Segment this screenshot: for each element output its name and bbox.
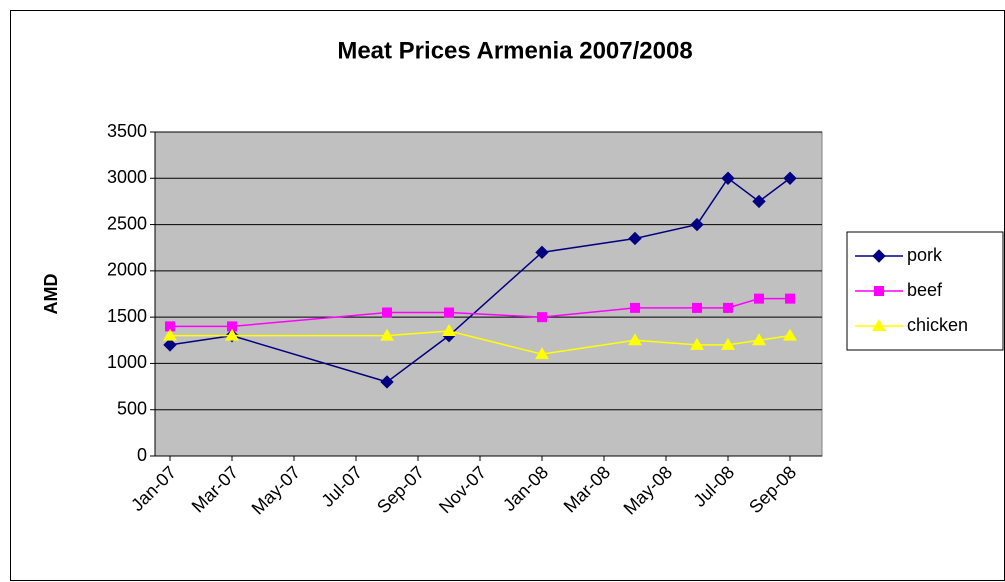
plot-area	[154, 131, 823, 457]
y-tick-label: 500	[117, 398, 147, 418]
marker	[628, 231, 642, 246]
series-line	[169, 177, 791, 383]
y-tick-label: 1500	[107, 306, 147, 326]
marker	[442, 324, 456, 337]
marker	[630, 302, 640, 313]
y-tick-label: 3500	[107, 121, 147, 141]
marker	[382, 307, 392, 318]
marker	[783, 171, 797, 185]
chart-title: Meat Prices Armenia 2007/2008	[337, 37, 692, 64]
marker	[721, 337, 735, 350]
marker	[535, 347, 549, 360]
marker	[163, 338, 177, 352]
y-tick-label: 2000	[107, 260, 147, 280]
marker	[537, 312, 547, 323]
y-axis-label: AMD	[41, 274, 61, 315]
y-tick-label: 2500	[107, 213, 147, 233]
marker	[874, 286, 884, 296]
legend-label: beef	[907, 280, 943, 300]
marker	[721, 171, 735, 185]
marker	[692, 302, 702, 313]
marker	[690, 337, 704, 350]
marker	[628, 333, 642, 346]
marker	[723, 302, 733, 313]
marker	[872, 319, 886, 331]
marker	[225, 328, 239, 341]
marker	[785, 293, 795, 304]
legend-label: chicken	[907, 315, 968, 335]
marker	[535, 245, 549, 260]
marker	[752, 333, 766, 346]
marker	[444, 307, 454, 318]
marker	[690, 217, 704, 232]
marker	[163, 328, 177, 341]
y-tick-label: 3000	[107, 167, 147, 187]
legend-label: pork	[907, 245, 943, 265]
series-line	[170, 330, 791, 355]
series-line	[170, 297, 790, 328]
marker	[754, 293, 764, 304]
marker	[165, 321, 175, 332]
marker	[380, 328, 394, 341]
y-tick-label: 1000	[107, 352, 147, 372]
marker	[752, 194, 766, 209]
marker	[227, 321, 237, 332]
y-tick-label: 0	[137, 445, 147, 465]
marker	[783, 328, 797, 341]
marker	[380, 375, 394, 389]
marker	[872, 249, 886, 263]
